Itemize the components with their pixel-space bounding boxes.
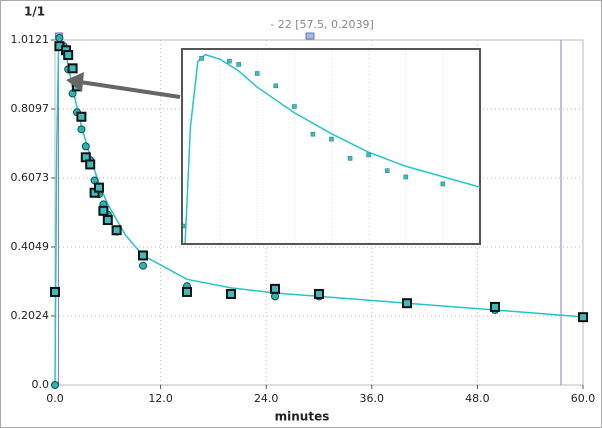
x-tick-label: 0.0: [46, 392, 64, 405]
zoom-arrowhead: [66, 72, 84, 92]
data-point: [63, 50, 74, 61]
x-axis-label: minutes: [275, 410, 330, 424]
cursor-annotation: - 22 [57.5, 0.2039]: [270, 18, 374, 31]
data-point: [273, 83, 279, 89]
data-point: [226, 288, 236, 299]
data-point: [51, 381, 59, 389]
data-point: [578, 312, 588, 323]
y-tick-label: 0.2024: [11, 309, 50, 322]
data-point: [490, 301, 500, 312]
y-tick-label: 0.4049: [11, 240, 50, 253]
x-tick-label: 24.0: [254, 392, 279, 405]
data-point: [292, 104, 297, 109]
zoom-arrow: [79, 80, 181, 99]
data-point: [254, 71, 260, 76]
data-point: [138, 250, 148, 261]
data-point: [102, 215, 113, 226]
data-point: [183, 223, 186, 229]
data-point: [50, 286, 60, 297]
data-point: [310, 131, 316, 137]
y-tick-label: 0.8097: [11, 102, 50, 115]
data-point: [270, 283, 280, 294]
data-point: [440, 181, 446, 187]
cursor-handle: [305, 32, 315, 40]
data-point: [76, 111, 87, 122]
data-point: [81, 142, 90, 151]
data-point: [182, 286, 192, 297]
data-point: [227, 58, 232, 64]
x-tick-label: 12.0: [148, 392, 173, 405]
y-tick-label: 1.0121: [11, 33, 50, 46]
data-point: [94, 182, 104, 193]
data-point: [111, 225, 122, 236]
data-point: [271, 292, 279, 301]
inset: [183, 50, 480, 243]
x-tick-label: 48.0: [465, 392, 490, 405]
data-point: [77, 125, 86, 134]
data-point: [67, 63, 78, 74]
data-point: [314, 288, 324, 299]
data-point: [139, 261, 147, 270]
x-tick-label: 60.0: [571, 392, 596, 405]
chart-title: 1/1: [24, 5, 45, 19]
data-point: [384, 168, 390, 173]
data-point: [347, 156, 353, 161]
data-point: [98, 205, 109, 216]
x-tick-label: 36.0: [360, 392, 385, 405]
data-point: [199, 56, 204, 61]
data-point: [329, 136, 334, 142]
data-point: [403, 174, 409, 180]
data-point: [402, 298, 412, 309]
data-point: [366, 152, 371, 158]
data-point: [55, 33, 64, 42]
data-point: [236, 62, 241, 67]
y-tick-label: 0.0: [32, 378, 50, 391]
y-tick-label: 0.6073: [11, 171, 50, 184]
data-point: [85, 159, 96, 170]
fit-curve: [184, 53, 480, 243]
